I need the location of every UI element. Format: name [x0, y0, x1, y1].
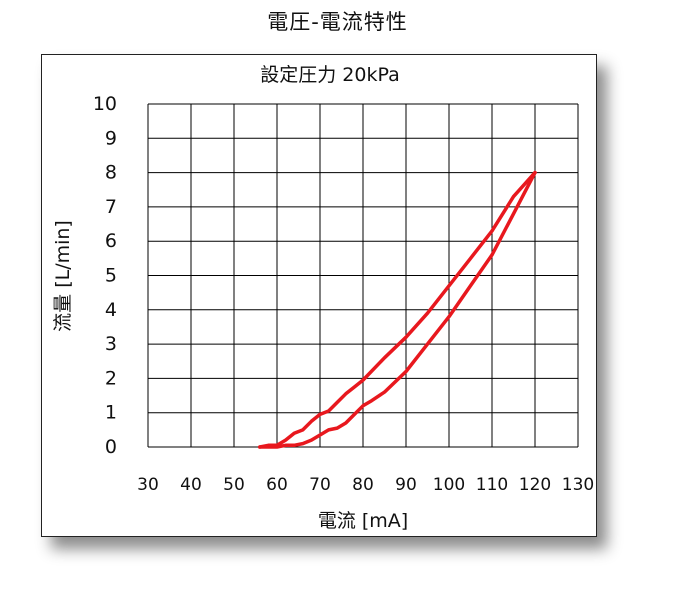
chart-frame: [41, 54, 597, 537]
x-tick-label: 60: [266, 475, 288, 495]
x-tick-label: 30: [137, 475, 159, 495]
series-line-1: [258, 170, 537, 449]
y-tick-label: 7: [105, 196, 117, 218]
x-tick-label: 130: [562, 475, 594, 495]
x-tick-label: 70: [309, 475, 331, 495]
y-axis-label: 流量 [L/min]: [52, 220, 74, 332]
chart-title: 設定圧力 20kPa: [260, 64, 399, 86]
data-series: [258, 170, 537, 449]
y-tick-label: 4: [105, 299, 117, 321]
plot-grid: [147, 103, 579, 448]
y-tick-label: 6: [105, 230, 117, 252]
x-tick-label: 110: [476, 475, 508, 495]
y-tick-label: 1: [105, 402, 117, 424]
y-tick-label: 2: [105, 367, 117, 389]
x-axis-label: 電流 [mA]: [318, 510, 408, 532]
x-tick-label: 40: [180, 475, 202, 495]
page-title: 電圧-電流特性: [267, 10, 408, 34]
x-tick-labels: 30 40 50 60 70 80 90 100 110 120 130: [137, 475, 594, 495]
y-tick-label: 0: [105, 436, 117, 458]
x-tick-label: 100: [433, 475, 465, 495]
x-tick-label: 120: [519, 475, 551, 495]
y-tick-label: 9: [105, 127, 117, 149]
y-tick-label: 5: [105, 265, 117, 287]
y-tick-label: 3: [105, 333, 117, 355]
y-tick-label: 10: [93, 93, 117, 115]
x-tick-label: 90: [395, 475, 417, 495]
y-tick-label: 8: [105, 162, 117, 184]
series-line-2: [258, 170, 537, 449]
y-tick-labels: 0 1 2 3 4 5 6 7 8 9 10: [93, 93, 117, 458]
x-tick-label: 80: [352, 475, 374, 495]
x-tick-label: 50: [223, 475, 245, 495]
